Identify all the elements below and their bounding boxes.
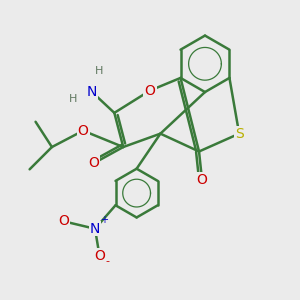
Text: O: O (88, 156, 99, 170)
Text: O: O (78, 124, 88, 138)
Text: -: - (106, 256, 110, 266)
Text: N: N (90, 222, 100, 236)
Text: +: + (100, 215, 109, 225)
Text: O: O (94, 248, 105, 262)
Text: H: H (95, 66, 104, 76)
Text: H: H (68, 94, 77, 104)
Text: O: O (58, 214, 69, 228)
Text: O: O (145, 84, 155, 98)
Text: O: O (196, 173, 208, 187)
Text: N: N (87, 85, 97, 99)
Text: S: S (235, 127, 244, 141)
